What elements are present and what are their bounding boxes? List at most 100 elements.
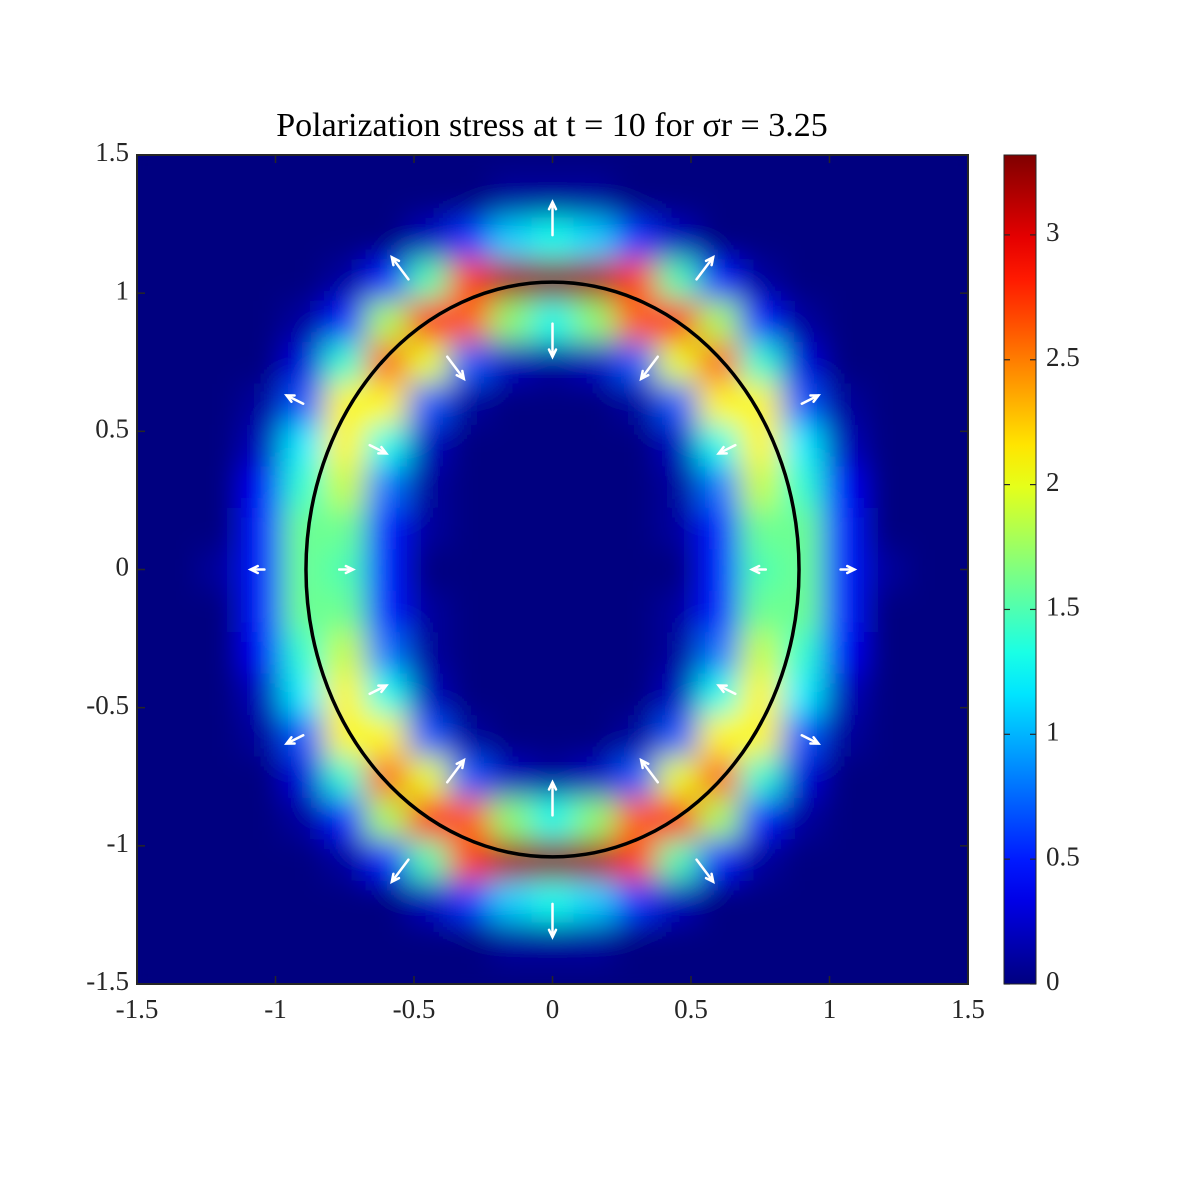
heatmap-cell [448, 756, 491, 798]
heatmap-cell [781, 838, 824, 881]
heatmap-cell [864, 341, 907, 384]
heatmap-cell [365, 838, 408, 881]
heatmap-cell [240, 217, 283, 260]
heatmap-cell [282, 175, 325, 218]
heatmap-cell [656, 175, 699, 218]
heatmap-cell [323, 797, 367, 840]
heatmap-cell [781, 424, 824, 467]
x-tick-label: 1.5 [951, 994, 985, 1024]
heatmap-cell [656, 258, 699, 301]
heatmap-cell [697, 465, 740, 508]
heatmap-cell [137, 155, 159, 177]
heatmap-cell [947, 714, 968, 757]
heatmap-cell [490, 341, 533, 384]
heatmap-cell [781, 797, 824, 840]
colorbar-tick-label: 1 [1046, 717, 1060, 747]
heatmap-cell [282, 548, 325, 591]
heatmap-cell [240, 175, 283, 218]
heatmap-cell [137, 341, 159, 384]
quiver-arrow [695, 858, 715, 885]
heatmap-cell [407, 714, 450, 757]
heatmap-cell [490, 382, 533, 425]
heatmap-cell [697, 155, 740, 177]
heatmap-cell [323, 341, 367, 384]
quiver-arrow [716, 684, 737, 696]
heatmap-cell [157, 838, 200, 881]
heatmap-cell [157, 382, 200, 425]
heatmap-cell [781, 548, 824, 591]
heatmap-cell [822, 217, 865, 260]
heatmap-cell [822, 673, 865, 716]
heatmap-cell [822, 880, 865, 923]
heatmap-cell [490, 963, 533, 984]
heatmap-cell [947, 424, 968, 467]
heatmap-cell [137, 921, 159, 964]
heatmap-cell [573, 424, 616, 467]
quiver-arrow [284, 394, 305, 405]
heatmap-cell [490, 631, 533, 674]
x-tick-label: -1 [264, 994, 287, 1024]
heatmap-cell [656, 548, 699, 591]
heatmap-cell [781, 341, 824, 384]
heatmap-cell [947, 921, 968, 964]
heatmap-cell [822, 590, 865, 633]
heatmap-cell [282, 155, 325, 177]
heatmap-cell [614, 217, 657, 260]
heatmap-cell [781, 217, 824, 260]
heatmap-cell [490, 258, 533, 301]
heatmap-cell [905, 880, 948, 923]
heatmap-cell [199, 963, 242, 984]
heatmap-cell [905, 963, 948, 984]
heatmap-cell [365, 300, 408, 343]
heatmap-cell [864, 175, 907, 218]
heatmap-cell [407, 175, 450, 218]
heatmap-cell [573, 673, 616, 716]
heatmap-cell [531, 424, 574, 467]
heatmap-cell [407, 155, 450, 177]
heatmap-cell [905, 424, 948, 467]
heatmap-cell [905, 155, 948, 177]
heatmap-cell [947, 756, 968, 798]
heatmap-cell [864, 797, 907, 840]
heatmap-cell [864, 631, 907, 674]
heatmap-cell [407, 921, 450, 964]
heatmap-cell [573, 921, 616, 964]
heatmap-cell [531, 465, 574, 508]
heatmap-cell [822, 756, 865, 798]
heatmap-cell [947, 258, 968, 301]
heatmap-cell [614, 424, 657, 467]
heatmap-cell [531, 590, 574, 633]
heatmap-cell [407, 673, 450, 716]
heatmap-cell [282, 880, 325, 923]
heatmap-cell [137, 880, 159, 923]
heatmap-cell [240, 590, 283, 633]
heatmap-cell [137, 631, 159, 674]
heatmap-cell [697, 382, 740, 425]
heatmap-cell [781, 673, 824, 716]
heatmap-cell [905, 838, 948, 881]
heatmap-cell [739, 921, 782, 964]
heatmap-cell [905, 507, 948, 550]
heatmap-cell [240, 465, 283, 508]
heatmap-cell [365, 382, 408, 425]
heatmap-cell [531, 963, 574, 984]
quiver-arrow [247, 564, 266, 575]
heatmap-cell [323, 838, 367, 881]
heatmap-cell [697, 631, 740, 674]
heatmap-cell [614, 382, 657, 425]
heatmap-cell [282, 921, 325, 964]
heatmap-cell [947, 673, 968, 716]
heatmap-cell [240, 258, 283, 301]
heatmap-cell [448, 382, 491, 425]
heatmap-cell [240, 155, 283, 177]
colorbar-tick-label: 2.5 [1046, 342, 1080, 372]
heatmap-cell [864, 217, 907, 260]
heatmap-cell [137, 465, 159, 508]
heatmap-cell [157, 963, 200, 984]
heatmap-cell [282, 756, 325, 798]
heatmap-cell [407, 756, 450, 798]
heatmap-cell [864, 258, 907, 301]
quiver-arrow [547, 199, 558, 237]
heatmap-cell [822, 300, 865, 343]
